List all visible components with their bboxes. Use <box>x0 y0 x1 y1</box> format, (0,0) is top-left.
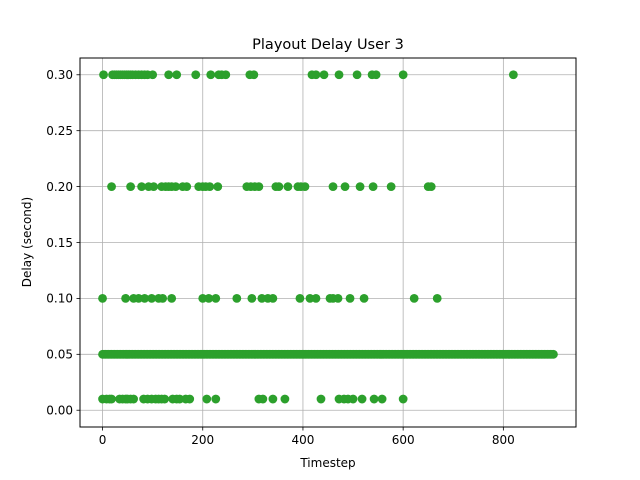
data-point <box>274 182 284 191</box>
data-point <box>352 70 362 80</box>
data-point <box>158 294 168 303</box>
data-point <box>175 394 185 404</box>
data-point <box>205 182 215 191</box>
data-point <box>206 70 216 80</box>
data-point <box>107 182 116 191</box>
x-tick-label: 200 <box>191 433 214 447</box>
data-point <box>368 182 378 191</box>
y-tick-label: 0.05 <box>46 348 73 362</box>
data-point <box>198 294 208 303</box>
data-point <box>283 182 293 191</box>
data-point <box>99 70 108 80</box>
y-tick-label: 0.15 <box>46 236 73 250</box>
x-tick-label: 400 <box>291 433 314 447</box>
data-point <box>121 294 130 303</box>
data-point <box>149 182 159 191</box>
data-point <box>148 70 158 80</box>
data-point <box>348 394 358 404</box>
data-point <box>164 70 174 80</box>
data-point <box>172 70 182 80</box>
y-axis-label: Delay (second) <box>20 197 34 287</box>
data-point <box>107 394 116 404</box>
x-axis-label: Timestep <box>299 456 355 470</box>
x-tick-label: 800 <box>492 433 515 447</box>
data-point <box>126 182 136 191</box>
data-point <box>549 349 558 359</box>
data-point <box>211 394 221 404</box>
data-point <box>98 294 107 303</box>
data-point <box>355 182 365 191</box>
y-tick-label: 0.20 <box>46 180 73 194</box>
data-point <box>371 70 381 80</box>
data-point <box>311 294 321 303</box>
data-points <box>98 70 558 404</box>
y-tick-label: 0.00 <box>46 404 73 418</box>
data-point <box>185 394 195 404</box>
data-point <box>398 70 408 80</box>
x-tick-label: 600 <box>392 433 415 447</box>
data-point <box>369 394 379 404</box>
data-point <box>333 294 343 303</box>
data-point <box>191 70 201 80</box>
data-point <box>280 394 290 404</box>
data-point <box>232 294 242 303</box>
data-point <box>311 70 321 80</box>
data-point <box>140 294 150 303</box>
data-point <box>432 294 442 303</box>
data-point <box>386 182 396 191</box>
data-point <box>147 294 157 303</box>
data-point <box>316 394 326 404</box>
x-tick-label: 0 <box>99 433 107 447</box>
data-point <box>334 70 344 80</box>
y-axis-ticks: 0.00 0.05 0.10 0.15 0.20 0.25 0.30 <box>46 68 80 418</box>
data-point <box>409 294 419 303</box>
data-point <box>295 294 305 303</box>
data-point <box>305 294 315 303</box>
data-point <box>300 182 310 191</box>
data-point <box>257 294 267 303</box>
data-point <box>171 182 181 191</box>
data-point <box>202 394 212 404</box>
data-point <box>211 294 221 303</box>
data-point <box>213 182 223 191</box>
data-point <box>134 294 144 303</box>
data-point <box>254 182 264 191</box>
data-point <box>249 70 259 80</box>
data-point <box>508 70 518 80</box>
data-point <box>345 294 355 303</box>
data-point <box>426 182 436 191</box>
data-point <box>160 394 170 404</box>
data-point <box>167 294 177 303</box>
data-point <box>328 182 338 191</box>
grid-lines <box>80 58 576 427</box>
data-point <box>319 70 329 80</box>
y-tick-label: 0.30 <box>46 68 73 82</box>
y-tick-label: 0.25 <box>46 124 73 138</box>
data-point <box>357 394 367 404</box>
data-point <box>377 394 387 404</box>
y-tick-label: 0.10 <box>46 292 73 306</box>
data-point <box>359 294 369 303</box>
chart-title: Playout Delay User 3 <box>252 37 404 53</box>
data-point <box>129 394 139 404</box>
data-point <box>268 394 278 404</box>
data-point <box>247 294 257 303</box>
data-point <box>340 182 350 191</box>
data-point <box>137 182 147 191</box>
data-point <box>221 70 231 80</box>
data-point <box>204 294 214 303</box>
data-point <box>398 394 408 404</box>
x-axis-ticks: 0 200 400 600 800 <box>99 427 515 447</box>
data-point <box>182 182 192 191</box>
data-point <box>268 294 278 303</box>
data-point <box>258 394 268 404</box>
